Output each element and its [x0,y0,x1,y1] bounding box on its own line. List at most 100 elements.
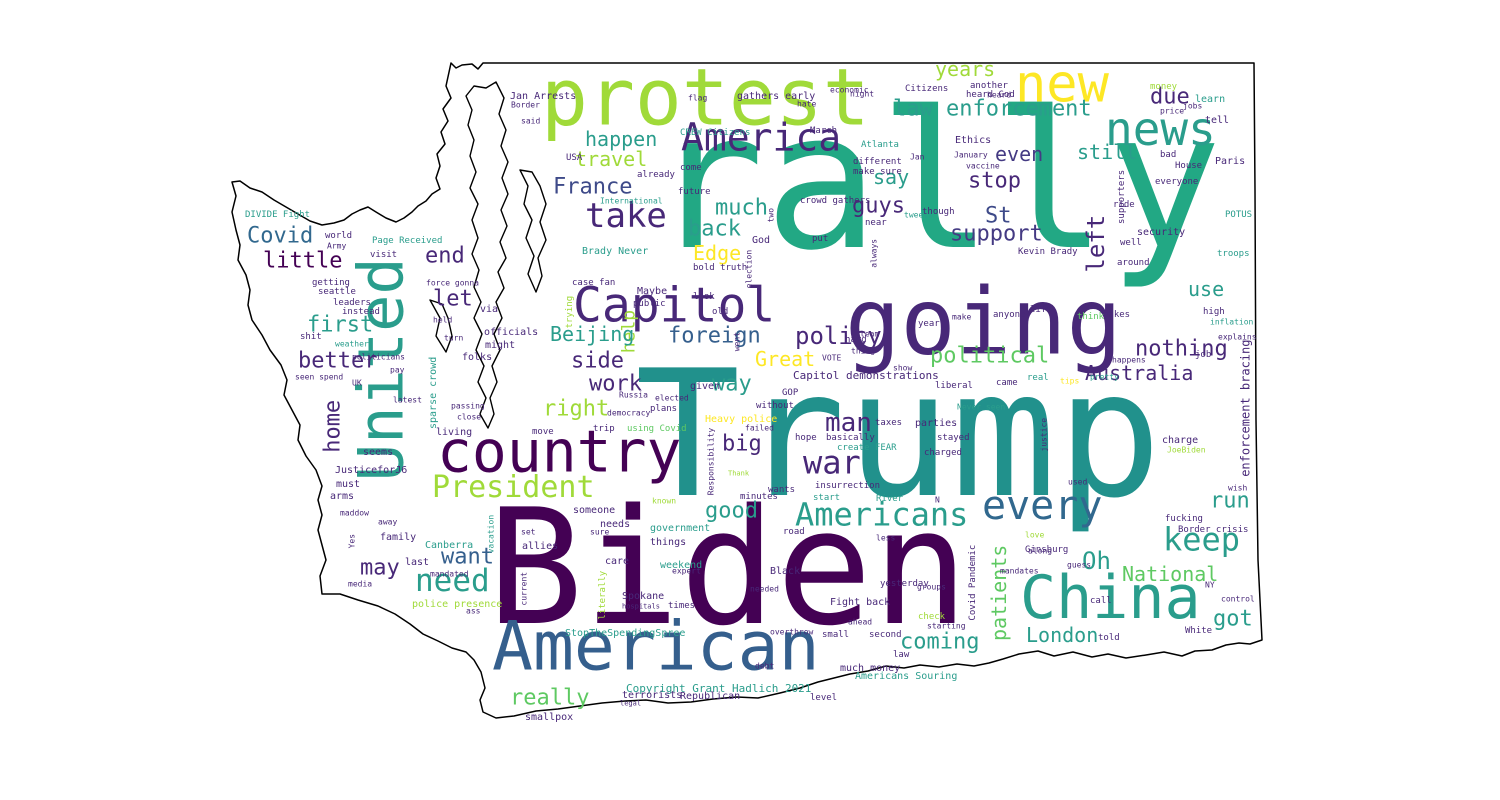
word-minutes: minutes [740,492,778,502]
word-allies: allies [522,541,558,552]
word-went: went [732,332,741,351]
word-current: current [519,572,528,606]
word-border: Border [511,100,540,109]
word-set: set [521,527,536,536]
word-trying: trying [565,296,575,329]
word-little: little [263,249,342,274]
word-kevin-brady: Kevin Brady [1018,247,1078,257]
word-world: world [325,231,352,241]
word-americans-souring: Americans Souring [855,671,957,682]
word-vaccine: vaccine [966,161,1000,170]
word-take: take [585,196,667,236]
word-stopthespendingspree: StopTheSpendingSpree [565,628,685,639]
word-paris: Paris [1215,156,1245,167]
word-needs: needs [600,519,630,530]
word-spokane: Spokane [622,591,664,602]
word-mandated: mandated [430,569,469,578]
word-said: said [521,116,540,125]
word-support: support [950,222,1043,247]
word-hard: hard [845,335,867,345]
word-guess: guess [1067,560,1091,569]
word-nothing: nothing [1135,337,1228,362]
word-bold-truth: bold truth [693,263,747,273]
word-travel: travel [575,147,647,171]
word-troops: troops [1217,249,1250,259]
word-political: political [930,344,1049,369]
word-jan: Jan [910,152,925,161]
word-let: let [433,287,473,312]
word-held: held [433,315,452,324]
word-arms: arms [330,491,354,502]
word-even: even [995,142,1043,166]
word-wants: wants [768,485,795,495]
word-small: small [822,630,849,640]
word-st: St [985,204,1012,229]
word-folks: folks [462,352,492,363]
word-london: London [1026,623,1098,647]
word-makes: makes [1103,310,1130,320]
word-charge: charge [1162,435,1198,446]
word-crowd-gathers: crowd gathers [800,196,870,206]
word-gop: GOP [782,388,799,398]
word-create-fear: create FEAR [837,443,897,453]
word-canberra: Canberra [425,540,473,551]
word-vacation: vacation [486,515,495,554]
word-still: still [1077,140,1137,164]
word-trump: Trump [635,334,1162,537]
word-jobs: jobs [1183,101,1202,110]
word-house: House [1175,161,1202,171]
word-explains: explains [1218,332,1257,341]
word-want: want [441,545,494,570]
word-use: use [1188,277,1224,301]
word-officials: officials [484,327,538,338]
word-think: think [1077,312,1105,322]
word-anyone: anyone [993,310,1026,320]
word-given: given [690,381,720,392]
word-maybe: Maybe [637,286,667,297]
word-need: need [415,563,490,599]
word-work: work [589,372,642,397]
word-around: around [1117,258,1150,268]
word-beijing: Beijing [550,322,634,346]
word-make: make [952,312,971,321]
word-atlanta: Atlanta [861,140,899,150]
word-insurrection: insurrection [815,481,880,491]
word-stayed: stayed [937,433,970,443]
word-france: France [553,175,632,200]
word-groups: groups [917,582,946,591]
word-new: new [1015,55,1110,115]
word-along: along [1028,546,1052,555]
word-going: going [845,269,1122,376]
word-told: told [1098,633,1120,643]
word-heard-god: heard God [966,90,1015,100]
word-ride: ride [1113,200,1135,210]
word-border-crisis: Border crisis [1178,525,1248,535]
word-away: away [378,517,397,526]
word-coming: coming [900,630,979,655]
word-someone: someone [573,505,615,516]
word-say: say [873,165,909,189]
word-edge: Edge [693,241,741,265]
word-americans: Americans [795,496,968,534]
word-night: night [850,89,874,98]
word-justice: justice [1039,418,1048,452]
word-living: living [436,427,472,438]
word-russia: Russia [619,390,648,399]
word-january: January [954,150,988,159]
word-well: well [1120,238,1142,248]
word-river: River [876,494,904,504]
word-things: things [650,537,686,548]
word-potus: POTUS [1225,210,1252,220]
word-covid-pandemic: Covid Pandemic [968,545,978,621]
word-brady-never: Brady Never [582,246,648,257]
word-hospitals: hospitals [622,603,660,611]
word-everyone: everyone [1155,177,1198,187]
word-capitol-demonstrations: Capitol demonstrations [793,369,939,382]
word-pretty: pretty [1090,372,1119,381]
word-home: home [321,400,346,453]
word-side: side [571,349,624,374]
word-australia: Australia [1085,361,1193,385]
word-known: known [652,496,676,505]
word-check: check [918,612,946,622]
word-president: President [432,470,595,505]
